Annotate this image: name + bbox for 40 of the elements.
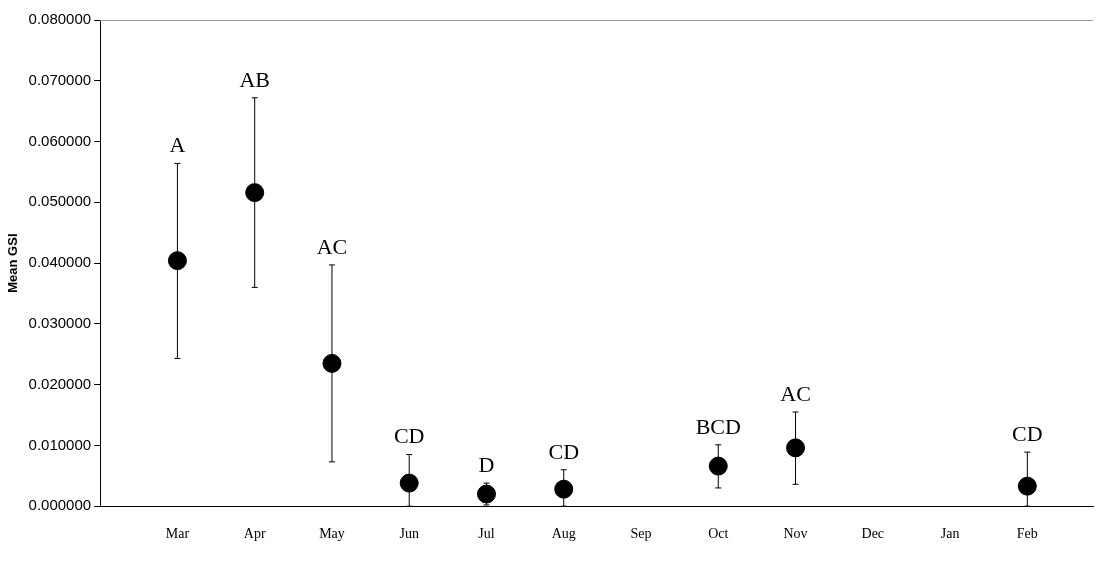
- x-tick-label: Dec: [861, 526, 885, 542]
- y-tick-label: 0.010000: [28, 435, 92, 453]
- y-tick-label: 0.080000: [28, 10, 92, 28]
- annotation: CD: [393, 423, 425, 449]
- point: [554, 479, 574, 499]
- point: [476, 484, 496, 504]
- x-tick-label: Jan: [940, 526, 960, 542]
- annotation: BCD: [695, 413, 741, 439]
- y-tick-label: 0.030000: [28, 314, 92, 332]
- y-axis-title: Mean GSI: [5, 233, 21, 293]
- x-tick-label: Jun: [399, 526, 419, 542]
- annotation: CD: [1012, 420, 1043, 446]
- annotation: A: [169, 132, 186, 158]
- annotation: AC: [780, 380, 811, 406]
- point: [708, 456, 728, 476]
- y-tick-label: 0.070000: [28, 70, 92, 88]
- point: [1017, 476, 1037, 496]
- x-tick-label: Jul: [478, 526, 495, 542]
- y-tick-label: 0.050000: [28, 192, 92, 210]
- y-tick-label: 0.000000: [28, 496, 92, 514]
- x-tick-label: Apr: [243, 526, 266, 542]
- point: [322, 353, 342, 373]
- x-tick-label: May: [319, 526, 345, 542]
- point: [399, 473, 419, 493]
- annotation: AB: [239, 66, 270, 92]
- annotation: AC: [316, 233, 348, 259]
- annotation: CD: [548, 438, 580, 464]
- x-tick-label: Aug: [551, 526, 576, 542]
- y-tick-label: 0.040000: [28, 253, 92, 271]
- x-tick-label: Nov: [783, 526, 808, 542]
- x-tick-label: Oct: [708, 526, 729, 542]
- x-tick-label: Feb: [1016, 526, 1038, 542]
- y-tick-label: 0.060000: [28, 131, 92, 149]
- point: [167, 251, 187, 271]
- annotation: D: [478, 451, 495, 477]
- point: [786, 438, 806, 458]
- x-tick-label: Mar: [165, 526, 190, 542]
- y-tick-label: 0.020000: [28, 374, 92, 392]
- point: [245, 183, 265, 203]
- x-tick-label: Sep: [630, 526, 652, 542]
